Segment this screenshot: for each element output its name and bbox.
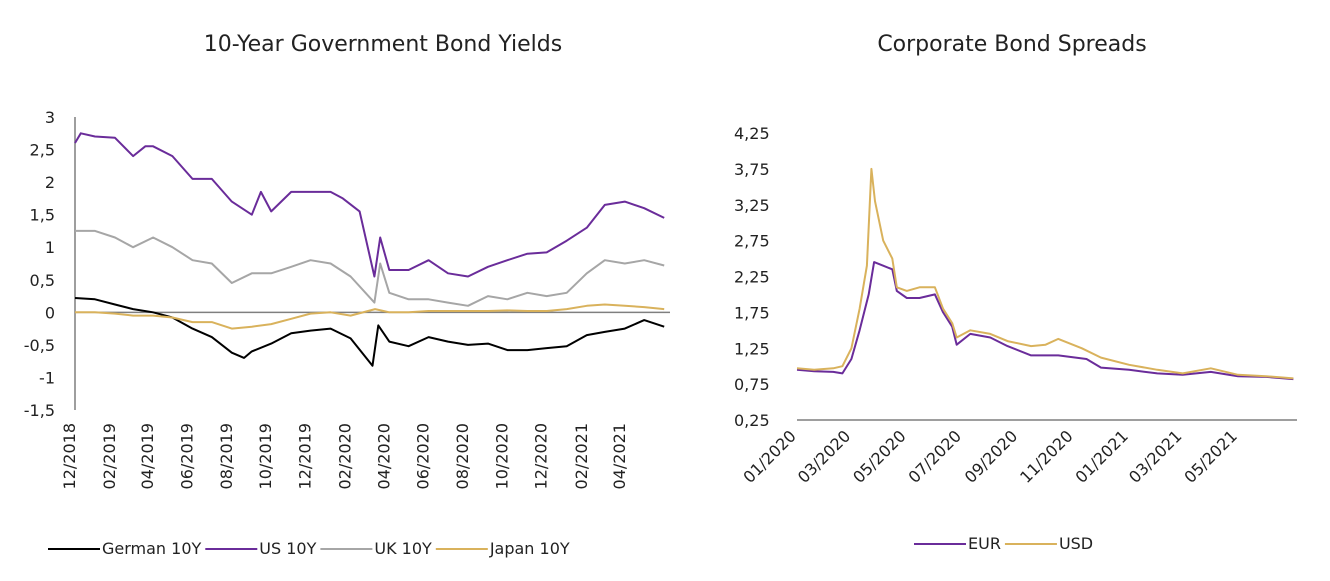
spreads-chart-title: Corporate Bond Spreads xyxy=(877,32,1146,57)
yields-legend-item-german-10y: German 10Y xyxy=(48,539,202,558)
spreads-y-tick-label: 0,25 xyxy=(734,411,770,430)
yields-x-tick-label: 08/2020 xyxy=(453,423,472,489)
spreads-legend-item-eur: EUR xyxy=(914,534,1001,553)
yields-legend-label: US 10Y xyxy=(259,539,316,558)
spreads-x-tick-label: 07/2020 xyxy=(905,426,965,486)
yields-x-tick-label: 04/2021 xyxy=(610,423,629,489)
yields-x-tick-label: 02/2021 xyxy=(572,423,591,489)
yields-x-tick-label: 02/2019 xyxy=(100,423,119,489)
spreads-x-tick-label: 11/2020 xyxy=(1016,426,1076,486)
yields-x-tick-label: 06/2020 xyxy=(414,423,433,489)
spreads-chart: Corporate Bond Spreads 4,25 3,75 3,25 2,75 2… xyxy=(734,32,1297,553)
yields-y-tick-label: 2,5 xyxy=(30,141,55,160)
yields-y-tick-label: 1 xyxy=(45,238,55,257)
yields-y-tick-label: -1,5 xyxy=(24,401,55,420)
spreads-y-tick-label: 0,75 xyxy=(734,375,770,394)
spreads-x-tick-label: 03/2020 xyxy=(794,426,854,486)
spreads-y-tick-label: 3,25 xyxy=(734,196,770,215)
yields-x-tick-label: 04/2020 xyxy=(374,423,393,489)
spreads-x-tick-label: 05/2021 xyxy=(1180,426,1240,486)
yields-x-tick-label: 12/2020 xyxy=(532,423,551,489)
spreads-x-tick-label: 01/2021 xyxy=(1072,426,1132,486)
spreads-series-line-usd xyxy=(796,167,1294,380)
spreads-legend-item-usd: USD xyxy=(1004,534,1093,553)
spreads-y-tick-label: 1,75 xyxy=(734,303,770,322)
yields-x-tick-label: 10/2020 xyxy=(492,423,511,489)
spreads-x-tick-label: 03/2021 xyxy=(1125,426,1185,486)
yields-series-line-japan-10y xyxy=(75,303,665,330)
yields-y-tick-label: -1 xyxy=(39,368,55,387)
yields-y-tick-label: 0 xyxy=(45,303,55,322)
spreads-y-tick-label: 2,25 xyxy=(734,268,770,287)
spreads-series-line-eur xyxy=(796,261,1294,381)
yields-series-line-us-10y xyxy=(74,132,665,278)
yields-chart-title: 10-Year Government Bond Yields xyxy=(204,32,562,57)
spreads-y-tick-label: 3,75 xyxy=(734,160,770,179)
spreads-x-tick-label: 01/2020 xyxy=(739,426,799,486)
yields-x-tick-label: 10/2019 xyxy=(256,423,275,489)
spreads-x-tick-label: 09/2020 xyxy=(961,426,1021,486)
yields-legend-label: Japan 10Y xyxy=(489,539,570,558)
spreads-x-tick-label: 05/2020 xyxy=(849,426,909,486)
yields-legend-item-us-10y: US 10Y xyxy=(205,539,317,558)
spreads-legend-label: USD xyxy=(1059,534,1093,553)
yields-y-tick-label: 3 xyxy=(45,108,55,127)
spreads-y-tick-label: 4,25 xyxy=(734,124,770,143)
yields-y-tick-label: 1,5 xyxy=(30,206,55,225)
yields-series-line-uk-10y xyxy=(75,229,665,307)
yields-x-tick-label: 02/2020 xyxy=(336,423,355,489)
yields-legend-item-japan-10y: Japan 10Y xyxy=(435,539,570,558)
yields-x-tick-label: 12/2018 xyxy=(60,423,79,489)
yields-legend-label: German 10Y xyxy=(102,539,202,558)
yields-legend-item-uk-10y: UK 10Y xyxy=(320,539,432,558)
yields-legend-label: UK 10Y xyxy=(374,539,432,558)
yields-series-line-german-10y xyxy=(74,297,665,367)
spreads-legend-label: EUR xyxy=(968,534,1001,553)
yields-x-tick-label: 08/2019 xyxy=(217,423,236,489)
spreads-y-tick-label: 1,25 xyxy=(734,339,770,358)
yields-y-tick-label: 0,5 xyxy=(30,271,55,290)
yields-y-tick-label: -0,5 xyxy=(24,336,55,355)
yields-x-tick-label: 12/2019 xyxy=(296,423,315,489)
yields-x-tick-label: 06/2019 xyxy=(177,423,196,489)
yields-x-tick-label: 04/2019 xyxy=(138,423,157,489)
yields-chart: 10-Year Government Bond Yields 3 2,5 2 1,5 1… xyxy=(24,32,670,558)
spreads-y-tick-label: 2,75 xyxy=(734,232,770,251)
yields-y-tick-label: 2 xyxy=(45,173,55,192)
